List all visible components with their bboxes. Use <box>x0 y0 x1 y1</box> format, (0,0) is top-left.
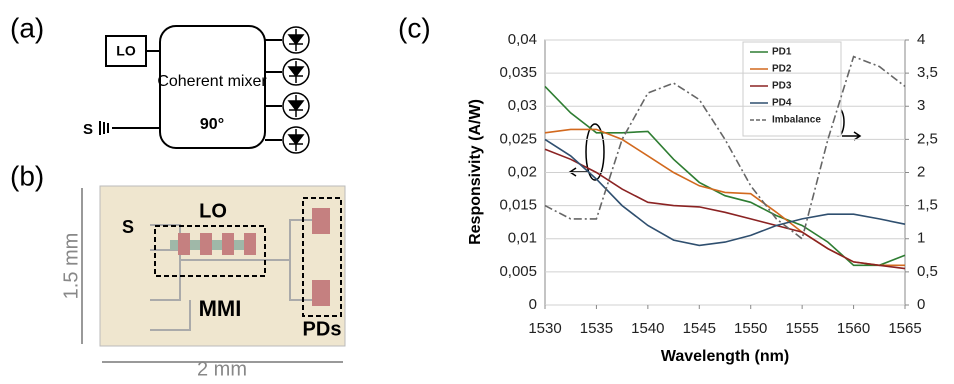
mixer-label: Coherent mixer <box>157 73 267 90</box>
width-label: 2 mm <box>197 358 247 379</box>
y-tick-label: 0,03 <box>508 97 537 114</box>
legend-label: PD4 <box>772 98 792 109</box>
height-label: 1.5 mm <box>60 233 82 300</box>
lo-label: LO <box>199 200 227 222</box>
lo-label: LO <box>116 43 136 59</box>
series-line <box>545 129 905 265</box>
x-tick-label: 1560 <box>837 320 870 337</box>
y-tick-label: 0,02 <box>508 163 537 180</box>
x-axis-title: Wavelength (nm) <box>661 348 789 365</box>
x-tick-label: 1535 <box>580 320 613 337</box>
y-axis-title: Responsivity (A/W) <box>467 99 484 245</box>
y-tick-label: 0,005 <box>499 263 537 280</box>
y2-tick-label: 2,5 <box>917 130 938 147</box>
y2-tick-label: 0,5 <box>917 263 938 280</box>
y-tick-label: 0,035 <box>499 64 537 81</box>
y2-tick-label: 0 <box>917 296 925 313</box>
panel-label: (b) <box>10 160 44 191</box>
legend-label: PD1 <box>772 47 792 58</box>
y-tick-label: 0,025 <box>499 130 537 147</box>
y-tick-label: 0,04 <box>508 31 537 48</box>
x-tick-label: 1540 <box>631 320 664 337</box>
figure: (a) (b) (c) LO Coherent mixer 90° S <box>0 0 954 379</box>
x-tick-label: 1555 <box>785 320 818 337</box>
pds-label: PDs <box>303 318 342 340</box>
legend-label: PD3 <box>772 81 792 92</box>
y2-tick-label: 2 <box>917 163 925 180</box>
y2-tick-label: 1,5 <box>917 197 938 214</box>
panel-label: (a) <box>10 12 44 43</box>
x-tick-label: 1530 <box>528 320 561 337</box>
legend-label: Imbalance <box>772 115 821 126</box>
signal-label: S <box>83 121 93 138</box>
y-tick-label: 0 <box>529 296 537 313</box>
x-tick-label: 1545 <box>683 320 716 337</box>
mmi-label: MMI <box>199 296 242 321</box>
y2-tick-label: 1 <box>917 230 925 247</box>
x-tick-label: 1565 <box>888 320 921 337</box>
y2-tick-label: 4 <box>917 31 925 48</box>
y2-tick-label: 3,5 <box>917 64 938 81</box>
x-tick-label: 1550 <box>734 320 767 337</box>
panel-label: (c) <box>398 12 431 43</box>
legend-label: PD2 <box>772 64 792 75</box>
series-line <box>545 57 905 239</box>
y2-tick-label: 3 <box>917 97 925 114</box>
y-tick-label: 0,015 <box>499 197 537 214</box>
y-tick-label: 0,01 <box>508 230 537 247</box>
signal-label: S <box>122 217 134 237</box>
angle-label: 90° <box>200 116 224 133</box>
